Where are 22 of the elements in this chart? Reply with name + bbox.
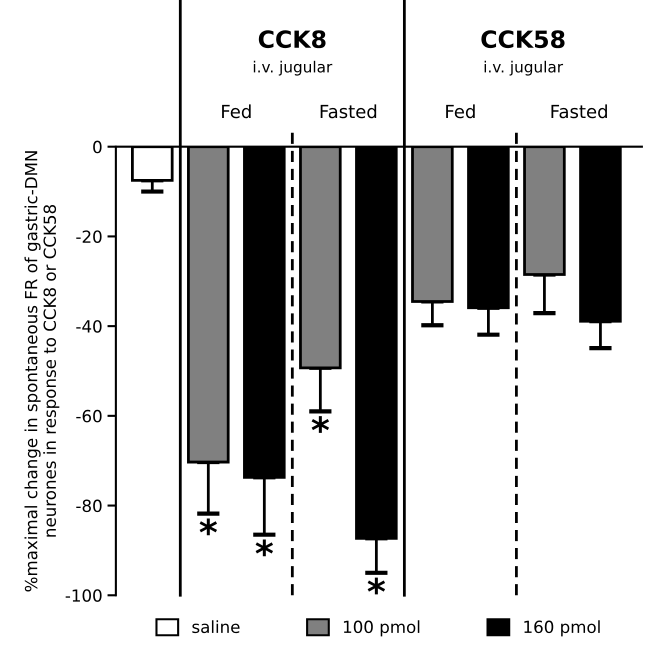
- y-tick-label: -40: [76, 320, 102, 333]
- y-tick-label: -60: [76, 410, 102, 422]
- y-tick-label: -100: [66, 589, 102, 602]
- text: i.v. jugular: [254, 60, 332, 76]
- data-label: *: [368, 578, 386, 594]
- y-tick-label: -80: [76, 500, 102, 512]
- text: CCK58: [481, 30, 565, 48]
- text: Fed: [446, 104, 475, 118]
- text: Fed: [222, 104, 251, 118]
- legend-label: 100 pmol: [344, 620, 420, 636]
- y-tick-label: 0: [93, 140, 102, 154]
- text: CCK8: [258, 30, 326, 48]
- data-label: *: [256, 540, 274, 556]
- data-label: *: [312, 416, 330, 433]
- text: i.v. jugular: [484, 60, 564, 76]
- data-label: *: [200, 518, 218, 536]
- y-tick-label: -20: [76, 230, 102, 243]
- legend-label: saline: [192, 620, 240, 634]
- legend-label: 160 pmol: [524, 620, 600, 636]
- text: Fasted: [551, 104, 607, 118]
- text: Fasted: [320, 104, 376, 118]
- y-axis-title: %maximal change in spontaneous FR of gastric-DMN neurones in response to CCK8 or CCK58: [24, 151, 60, 592]
